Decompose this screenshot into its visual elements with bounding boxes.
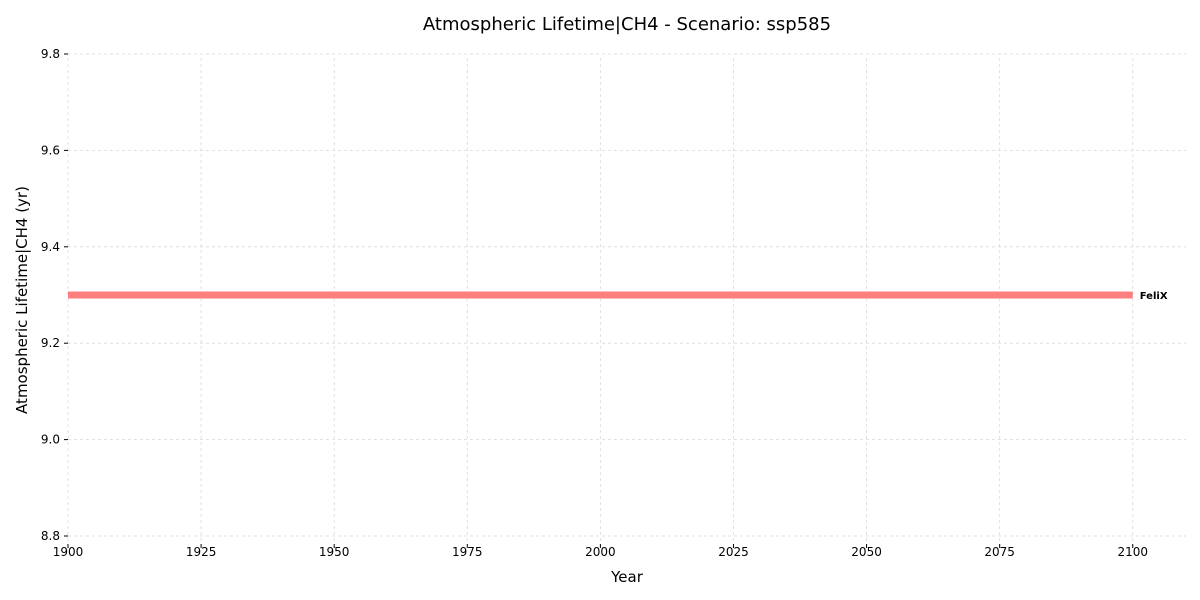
y-tick-label: 9.4 xyxy=(41,240,60,254)
grid xyxy=(67,53,1186,544)
y-axis-label: Atmospheric Lifetime|CH4 (yr) xyxy=(13,186,31,414)
series: FeliX xyxy=(68,291,1168,302)
y-tick-label: 9.8 xyxy=(41,47,60,61)
y-tick-label: 9.6 xyxy=(41,143,60,157)
x-tick-label: 2075 xyxy=(984,545,1015,559)
y-tick-label: 9.0 xyxy=(41,433,60,447)
chart-title: Atmospheric Lifetime|CH4 - Scenario: ssp… xyxy=(423,14,831,35)
y-tick-label: 8.8 xyxy=(41,529,60,543)
x-axis-ticks: 1900 1925 1950 1975 2000 2025 2050 2075 2100 xyxy=(53,544,1148,559)
y-tick-label: 9.2 xyxy=(41,336,60,350)
x-tick-label: 2050 xyxy=(851,545,882,559)
x-tick-label: 1975 xyxy=(452,545,483,559)
x-tick-label: 2000 xyxy=(585,545,616,559)
x-axis-label: Year xyxy=(610,568,644,586)
x-tick-label: 1900 xyxy=(53,545,84,559)
x-tick-label: 2025 xyxy=(718,545,749,559)
y-axis-ticks: 8.8 9.0 9.2 9.4 9.6 9.8 xyxy=(41,47,68,543)
x-tick-label: 2100 xyxy=(1117,545,1148,559)
x-tick-label: 1950 xyxy=(319,545,350,559)
x-tick-label: 1925 xyxy=(186,545,217,559)
series-label: FeliX xyxy=(1140,291,1168,302)
